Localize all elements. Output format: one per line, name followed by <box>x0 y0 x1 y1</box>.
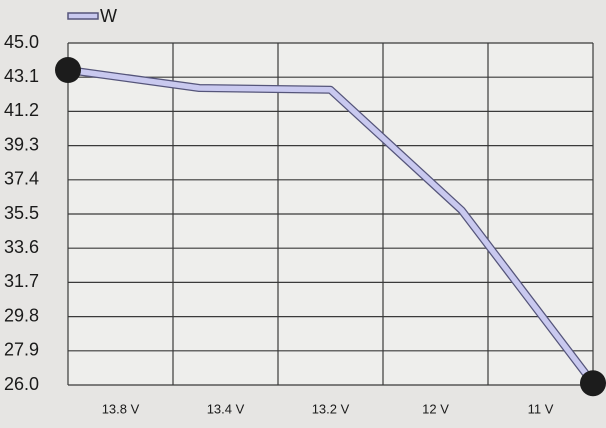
y-tick-label: 37.4 <box>4 169 39 189</box>
y-tick-label: 27.9 <box>4 340 39 360</box>
end-marker <box>55 57 81 83</box>
legend-swatch <box>67 12 99 20</box>
series-line <box>67 67 596 385</box>
x-tick-label: 13.8 V <box>102 401 140 416</box>
y-tick-label: 31.7 <box>4 271 39 291</box>
y-tick-label: 33.6 <box>4 237 39 257</box>
y-tick-label: 39.3 <box>4 134 39 154</box>
x-tick-label: 13.4 V <box>207 401 245 416</box>
x-tick-label: 11 V <box>528 401 554 416</box>
y-tick-label: 43.1 <box>4 66 39 86</box>
y-tick-label: 45.0 <box>4 32 39 52</box>
x-tick-label: 12 V <box>422 401 449 416</box>
y-tick-label: 26.0 <box>4 374 39 394</box>
y-tick-label: 35.5 <box>4 203 39 223</box>
y-tick-label: 41.2 <box>4 100 39 120</box>
x-tick-label: 13.2 V <box>312 401 350 416</box>
legend-label: W <box>100 6 117 26</box>
y-tick-label: 29.8 <box>4 305 39 325</box>
end-marker <box>580 370 606 397</box>
